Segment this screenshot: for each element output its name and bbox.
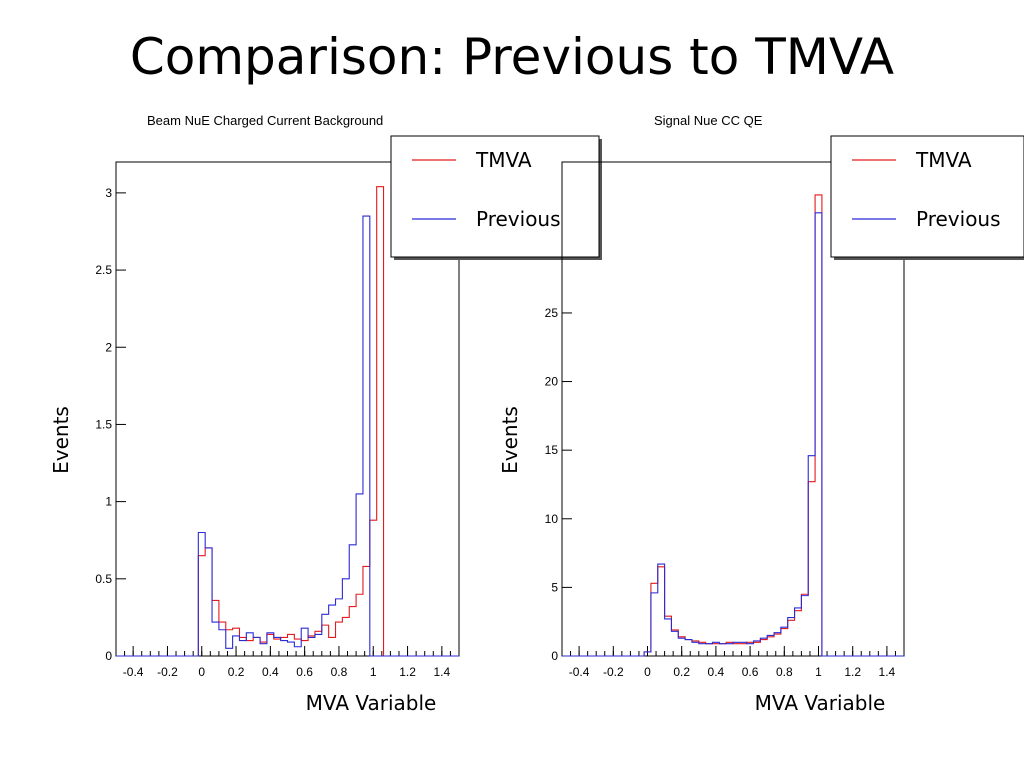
series-previous-line	[562, 212, 904, 657]
x-tick-label: 1.2	[844, 665, 861, 679]
y-tick-label: 25	[545, 306, 559, 320]
x-tick-label: 0.6	[742, 665, 759, 679]
legend-box	[390, 135, 600, 258]
x-tick-label: 1	[370, 665, 377, 679]
x-tick-label: 0.8	[331, 665, 348, 679]
y-tick-label: 1.5	[95, 417, 112, 431]
x-tick-label: 0.2	[673, 665, 690, 679]
y-tick-label: 15	[545, 443, 559, 457]
legend-tmva-label: TMVA	[915, 148, 972, 172]
x-tick-label: 0.8	[776, 665, 793, 679]
legend-box	[830, 135, 1024, 258]
chart-right: Signal Nue CC QE 0 5 10 15 20 25 -0.4 -0.2 0 0.2…	[498, 113, 1024, 715]
legend: TMVA Previous	[830, 135, 1024, 260]
legend-previous-label: Previous	[916, 207, 1001, 231]
y-axis-label: Events	[49, 406, 73, 474]
y-tick-label: 0	[551, 649, 558, 663]
legend-tmva-label: TMVA	[475, 148, 532, 172]
x-tick-label: 1.4	[434, 665, 451, 679]
slide-title: Comparison: Previous to TMVA	[129, 28, 895, 86]
x-tick-label: 0	[198, 665, 205, 679]
x-axis-label: MVA Variable	[755, 691, 886, 715]
x-tick-label: -0.2	[157, 665, 178, 679]
y-tick-label: 20	[545, 375, 559, 389]
y-tick-label: 0	[105, 649, 112, 663]
x-tick-label: 0.6	[296, 665, 313, 679]
y-tick-label: 2	[105, 340, 112, 354]
x-tick-label: -0.4	[569, 665, 590, 679]
y-tick-label: 5	[551, 580, 558, 594]
chart-title: Beam NuE Charged Current Background	[147, 113, 383, 128]
y-tick-label: 3	[105, 186, 112, 200]
chart-left: Beam NuE Charged Current Background 0 0.5…	[49, 113, 602, 715]
x-tick-label: 1.4	[879, 665, 896, 679]
y-tick-label: 0.5	[95, 572, 112, 586]
legend-previous-label: Previous	[476, 207, 561, 231]
x-tick-label: 0	[644, 665, 651, 679]
x-tick-label: -0.4	[123, 665, 144, 679]
x-tick-label: 1.2	[399, 665, 416, 679]
x-tick-label: -0.2	[603, 665, 624, 679]
chart-title: Signal Nue CC QE	[654, 113, 763, 128]
y-tick-label: 2.5	[95, 263, 112, 277]
y-axis-label: Events	[498, 406, 522, 474]
x-tick-label: 0.2	[228, 665, 245, 679]
x-tick-label: 0.4	[708, 665, 725, 679]
y-tick-label: 1	[105, 495, 112, 509]
y-tick-label: 10	[545, 512, 559, 526]
series-tmva-line	[562, 194, 904, 657]
series-previous-line	[116, 215, 459, 657]
x-tick-label: 0.4	[262, 665, 279, 679]
x-tick-label: 1	[815, 665, 822, 679]
legend: TMVA Previous	[390, 135, 602, 260]
x-axis-label: MVA Variable	[306, 691, 437, 715]
